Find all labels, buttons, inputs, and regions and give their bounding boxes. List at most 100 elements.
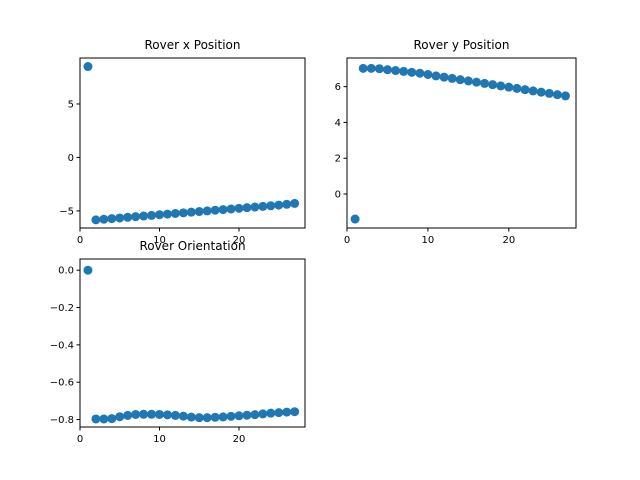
data-point [480,78,490,88]
data-point [162,410,172,420]
data-point [250,202,260,212]
data-point [83,62,93,72]
data-point [139,409,149,419]
data-point [471,77,481,87]
data-point [242,203,252,213]
data-point [552,90,562,100]
data-point [488,80,498,90]
data-point [115,412,125,422]
data-point [399,66,409,76]
data-point [91,414,101,424]
x-tick-label: 20 [502,235,515,246]
data-point [123,212,133,222]
x-tick-label: 0 [77,235,83,246]
data-point [202,413,212,423]
x-tick-label: 10 [153,235,166,246]
data-point [194,413,204,423]
y-tick-label: 0 [68,153,74,164]
y-tick-label: 0.0 [58,266,74,277]
y-tick-label: 2 [335,154,341,165]
data-point [115,213,125,223]
data-point [131,212,141,222]
data-point [258,409,268,419]
data-point [258,201,268,211]
y-tick-label: −5 [59,206,74,217]
data-point [290,198,300,208]
data-point [162,209,172,219]
data-point [282,199,292,209]
data-point [83,265,93,275]
data-point [178,411,188,421]
axes-frame [79,258,306,428]
data-point [178,208,188,218]
data-point [496,81,506,91]
data-point [407,67,417,77]
y-tick-label: −0.2 [50,303,74,314]
data-point [391,66,401,76]
x-tick-label: 20 [233,434,246,445]
data-point [447,73,457,83]
data-point [366,63,376,73]
axes-frame [79,57,306,229]
data-point [439,72,449,82]
data-point [250,410,260,420]
y-tick-label: 0 [335,190,341,201]
data-point [463,76,473,86]
data-point [210,205,220,215]
data-point [382,65,392,75]
data-point [415,68,425,78]
y-tick-label: 5 [68,99,74,110]
data-point [147,210,157,220]
data-point [147,409,157,419]
subplot-y-position: Rover y Position 0 10 20 0 2 4 6 [335,38,577,246]
data-point [290,407,300,417]
data-point [560,91,570,101]
data-point [218,205,228,215]
data-point [431,71,441,81]
data-point [504,82,514,92]
data-point [455,75,465,85]
x-tick-label: 10 [153,434,166,445]
data-point [358,63,368,73]
y-tick-label: 4 [335,118,341,129]
data-point [131,409,141,419]
data-point [242,410,252,420]
data-point [123,410,133,420]
data-point [155,409,165,419]
data-point [99,414,109,424]
x-tick-label: 0 [77,434,83,445]
data-point [374,64,384,74]
data-point [107,214,117,224]
data-point [91,215,101,225]
data-point [155,210,165,220]
data-point [194,207,204,217]
data-point [536,87,546,97]
data-point [226,411,236,421]
data-point [226,204,236,214]
data-point [210,412,220,422]
data-point [423,69,433,79]
subplot-title: Rover x Position [144,38,240,52]
data-point [266,201,276,211]
data-point [266,408,276,418]
data-point [282,407,292,417]
data-point [528,86,538,96]
axes-frame [346,57,577,229]
data-point [186,412,196,422]
data-point [186,207,196,217]
subplot-x-position: Rover x Position 0 10 20 −5 0 5 [59,38,306,246]
data-point [350,214,360,224]
data-point [170,208,180,218]
subplot-title: Rover Orientation [139,239,245,253]
data-point [274,408,284,418]
data-point [107,414,117,424]
data-point [512,83,522,93]
data-point [520,85,530,95]
y-tick-label: 6 [335,82,341,93]
y-tick-label: −0.8 [50,415,74,426]
x-tick-label: 20 [233,235,246,246]
data-point [170,410,180,420]
